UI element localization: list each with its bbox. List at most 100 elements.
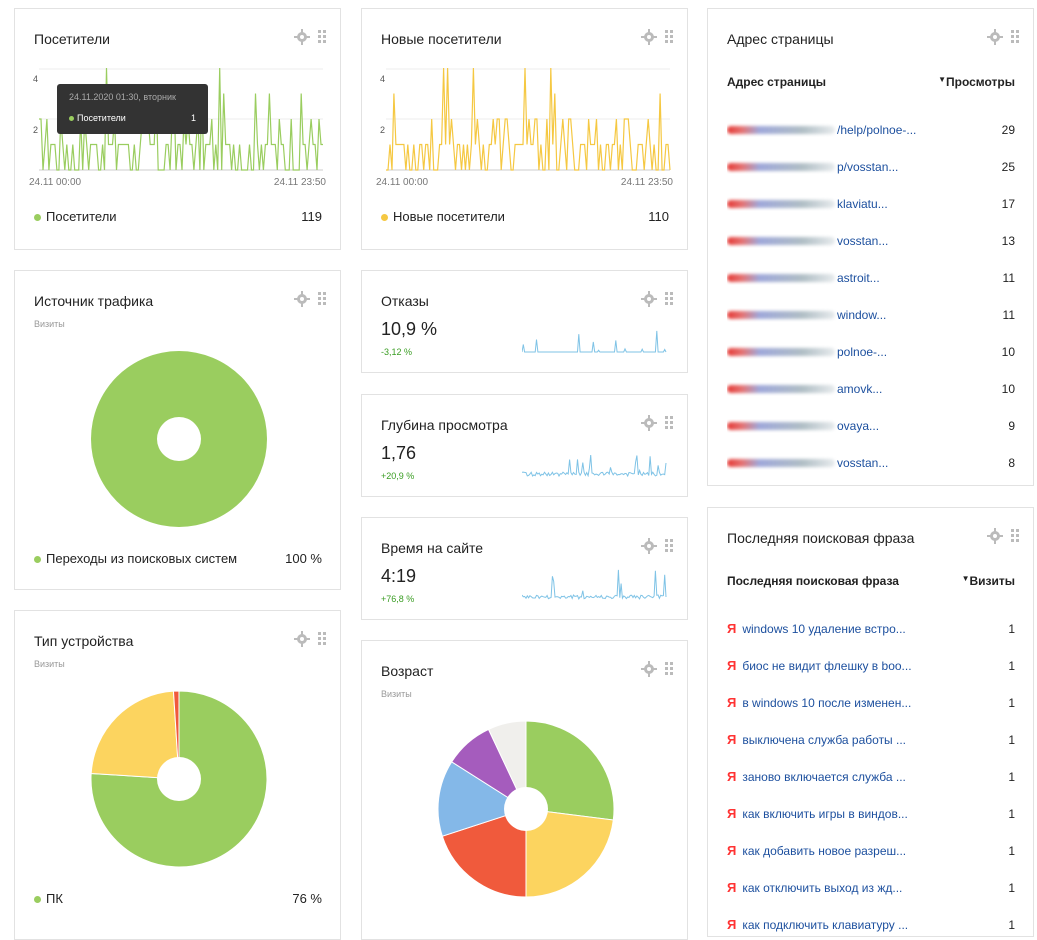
y-tick-label: 2 <box>380 125 385 135</box>
widget-title: Последняя поисковая фраза <box>727 530 915 546</box>
legend-row[interactable]: Посетители 119 <box>34 209 322 224</box>
legend-row[interactable]: ПК 76 % <box>34 891 322 906</box>
yandex-icon: Я <box>727 806 737 821</box>
yandex-icon: Я <box>727 843 737 858</box>
redacted-url-part <box>727 199 835 208</box>
gear-icon[interactable] <box>641 661 657 677</box>
row-link[interactable]: vosstan... <box>727 456 888 470</box>
drag-handle-icon[interactable] <box>318 292 326 306</box>
legend-row[interactable]: Переходы из поисковых систем 100 % <box>34 551 322 566</box>
donut-hole <box>157 757 201 801</box>
row-link[interactable]: /help/polnoe-... <box>727 123 916 137</box>
donut-slice-age-2 <box>525 808 614 898</box>
row-value: 13 <box>1001 233 1015 248</box>
visitors-series-line <box>39 67 323 171</box>
y-tick-label: 4 <box>33 74 38 84</box>
gear-icon[interactable] <box>294 291 310 307</box>
drag-handle-icon[interactable] <box>665 292 673 306</box>
visitors-widget: Посетители 4 2 24.11 00:00 24.11 23:50 2… <box>14 8 341 250</box>
drag-handle-icon[interactable] <box>1011 30 1019 44</box>
drag-handle-icon[interactable] <box>1011 529 1019 543</box>
widget-title: Отказы <box>381 293 429 309</box>
table-header: Адрес страницы ▼Просмотры <box>727 75 1015 89</box>
redacted-url-part <box>727 125 835 134</box>
gear-icon[interactable] <box>294 29 310 45</box>
y-tick-label: 2 <box>33 125 38 135</box>
gear-icon[interactable] <box>641 415 657 431</box>
gear-icon[interactable] <box>294 631 310 647</box>
yandex-icon: Я <box>727 917 737 932</box>
traffic-donut-chart[interactable] <box>89 349 269 529</box>
age-donut-chart[interactable] <box>436 719 616 899</box>
column-header-views[interactable]: ▼Просмотры <box>938 75 1015 89</box>
column-header-phrase[interactable]: Последняя поисковая фраза <box>727 574 899 588</box>
gear-icon[interactable] <box>987 528 1003 544</box>
redacted-url-part <box>727 310 835 319</box>
drag-handle-icon[interactable] <box>318 632 326 646</box>
yandex-icon: Я <box>727 621 737 636</box>
legend-row[interactable]: Новые посетители 110 <box>381 209 669 224</box>
gear-icon[interactable] <box>641 291 657 307</box>
drag-handle-icon[interactable] <box>665 539 673 553</box>
widget-title: Тип устройства <box>34 633 134 649</box>
row-value: 1 <box>1008 732 1015 747</box>
drag-handle-icon[interactable] <box>665 30 673 44</box>
metric-value: 4:19 <box>381 566 417 586</box>
row-value: 11 <box>1002 270 1015 285</box>
row-link[interactable]: vosstan... <box>727 234 888 248</box>
gear-icon[interactable] <box>641 29 657 45</box>
row-link[interactable]: p/vosstan... <box>727 160 898 174</box>
row-value: 10 <box>1001 344 1015 359</box>
sort-desc-icon: ▼ <box>938 75 946 84</box>
bounce-sparkline <box>522 330 667 353</box>
table-row: polnoe-... 10 <box>727 333 1015 370</box>
widget-title: Источник трафика <box>34 293 154 309</box>
row-value: 1 <box>1008 658 1015 673</box>
table-row: /help/polnoe-... 29 <box>727 111 1015 148</box>
column-header-url[interactable]: Адрес страницы <box>727 75 826 89</box>
chart-tooltip: 24.11.2020 01:30, вторник Посетители 1 <box>57 84 208 134</box>
donut-slice-age-3 <box>441 808 527 898</box>
tooltip-date: 24.11.2020 01:30, вторник <box>69 92 176 102</box>
widget-subtitle: Визиты <box>34 319 65 329</box>
row-link[interactable]: ovaya... <box>727 419 879 433</box>
row-link[interactable]: amovk... <box>727 382 882 396</box>
row-link[interactable]: astroit... <box>727 271 880 285</box>
table-header: Последняя поисковая фраза ▼Визиты <box>727 574 1015 588</box>
legend-label: Новые посетители <box>381 209 505 224</box>
device-donut-chart[interactable] <box>89 689 269 869</box>
x-axis-end-label: 24.11 23:50 <box>620 177 673 188</box>
drag-handle-icon[interactable] <box>665 416 673 430</box>
drag-handle-icon[interactable] <box>665 662 673 676</box>
row-value: 9 <box>1008 418 1015 433</box>
widget-title: Посетители <box>34 31 110 47</box>
row-link[interactable]: klaviatu... <box>727 197 888 211</box>
widget-title: Новые посетители <box>381 31 502 47</box>
row-link[interactable]: window... <box>727 308 886 322</box>
gear-icon[interactable] <box>987 29 1003 45</box>
row-value: 10 <box>1001 381 1015 396</box>
drag-handle-icon[interactable] <box>318 30 326 44</box>
column-header-visits[interactable]: ▼Визиты <box>961 574 1015 588</box>
donut-slice-age-4 <box>437 761 528 837</box>
gear-icon[interactable] <box>641 538 657 554</box>
widget-title: Адрес страницы <box>727 31 834 47</box>
new-visitors-line-chart[interactable]: 4 2 <box>380 67 672 183</box>
row-link[interactable]: polnoe-... <box>727 345 887 359</box>
metric-delta: +20,9 % <box>381 471 415 481</box>
donut-slice-tablet <box>172 690 180 780</box>
